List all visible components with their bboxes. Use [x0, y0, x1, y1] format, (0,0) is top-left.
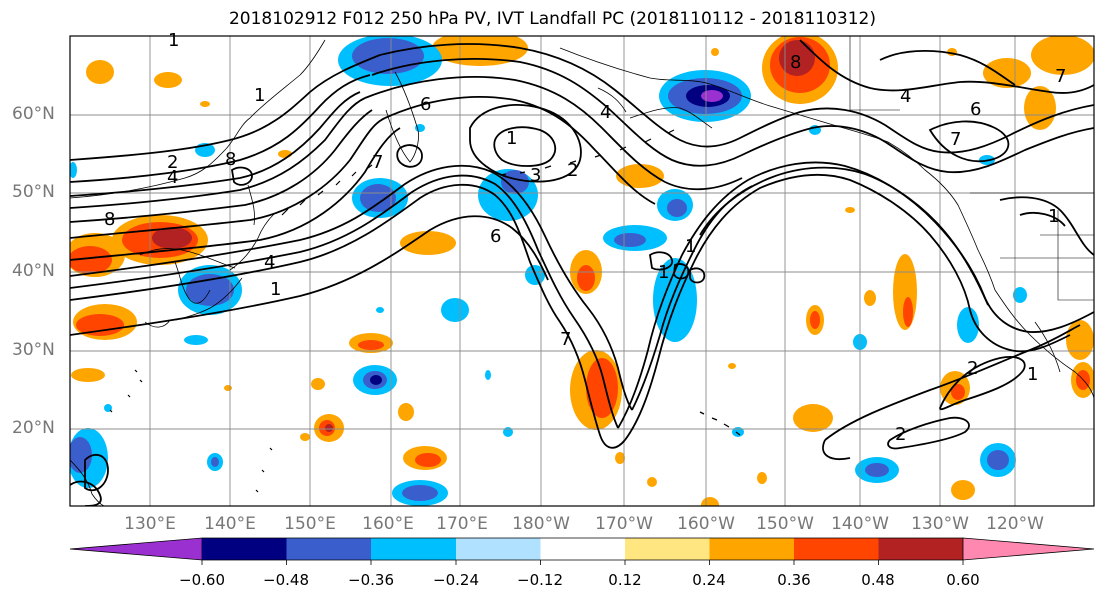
colorbar-tick-label: 0.36	[777, 571, 811, 589]
contour-label: 4	[264, 252, 275, 273]
contour-label: 2	[167, 152, 178, 173]
colorbar-tick-label: 0.48	[861, 571, 895, 589]
contour-label: 2	[567, 160, 578, 181]
colorbar-segment	[69, 537, 203, 561]
lat-label: 50°N	[12, 182, 55, 202]
contour-label: 7	[560, 329, 571, 350]
contour-label: 6	[970, 99, 981, 120]
colorbar-segment	[202, 538, 287, 560]
contour-label: 4	[600, 102, 611, 123]
lon-label: 180°W	[512, 514, 570, 534]
colorbar-segment	[456, 538, 541, 560]
contour-label: 2	[895, 424, 906, 445]
colorbar-segment	[540, 538, 625, 560]
lon-label: 170°W	[595, 514, 653, 534]
contour-label: 3	[530, 165, 541, 186]
colorbar-segment	[794, 538, 879, 560]
colorbar-segment	[962, 537, 1095, 561]
colorbar-tick-label: 0.24	[692, 571, 726, 589]
contour-label: 1	[1027, 364, 1038, 385]
contour-label: 7	[1055, 66, 1066, 87]
contour-label: 8	[225, 149, 236, 170]
contour-label: 4	[167, 167, 178, 188]
lat-label: 60°N	[12, 104, 55, 124]
lat-label: 30°N	[12, 340, 55, 360]
contour-label: 6	[490, 226, 501, 247]
colorbar-segment	[709, 538, 794, 560]
contour-label: 1	[506, 128, 517, 149]
contour-label: 2	[967, 358, 978, 379]
contour-label: 1	[254, 85, 265, 106]
lon-label: 120°W	[986, 514, 1044, 534]
lon-label: 150°W	[756, 514, 814, 534]
positive-anomaly	[70, 36, 1094, 506]
contour-labels: 1 1 2 4 8 6 4 1 1 2 3 6 7 2 1 4 8 7 6 7 …	[104, 30, 1066, 445]
lon-label: 150°E	[284, 514, 336, 534]
contour-label: 8	[104, 209, 115, 230]
colorbar-tick-label: 0.12	[608, 571, 642, 589]
lon-label: 140°E	[204, 514, 256, 534]
contour-label: 1	[685, 236, 696, 257]
colorbar-segment	[371, 538, 456, 560]
lon-label: 130°W	[911, 514, 969, 534]
lat-label: 40°N	[12, 261, 55, 281]
colorbar-segment	[286, 538, 371, 560]
colorbar-tick-label: −0.48	[263, 571, 309, 589]
lat-label: 20°N	[12, 418, 55, 438]
colorbar-segment	[625, 538, 710, 560]
contour-label: 7	[950, 129, 961, 150]
colorbar	[69, 537, 1095, 565]
lon-label: 130°E	[124, 514, 176, 534]
lon-label: 140°W	[831, 514, 889, 534]
contour-label: 1	[270, 279, 281, 300]
contour-label: 8	[790, 52, 801, 73]
map-title: 2018102912 F012 250 hPa PV, IVT Landfall…	[228, 9, 876, 29]
contour-label: 1	[1048, 206, 1059, 227]
colorbar-tick-label: −0.60	[179, 571, 225, 589]
colorbar-tick-label: −0.12	[517, 571, 563, 589]
colorbar-tick-label: −0.36	[348, 571, 394, 589]
colorbar-tick-label: −0.24	[433, 571, 479, 589]
colorbar-tick-label: 0.60	[946, 571, 980, 589]
pv-contours	[70, 39, 1094, 506]
map-frame	[69, 35, 1095, 507]
contour-label: 7	[372, 152, 383, 173]
colorbar-segment	[878, 538, 963, 560]
lon-label: 160°E	[362, 514, 414, 534]
contour-label: 6	[420, 94, 431, 115]
lon-label: 160°W	[677, 514, 735, 534]
lon-label: 170°E	[436, 514, 488, 534]
contour-label: 1	[168, 30, 179, 51]
contour-label: 1	[658, 262, 669, 283]
contour-label: 4	[900, 86, 911, 107]
